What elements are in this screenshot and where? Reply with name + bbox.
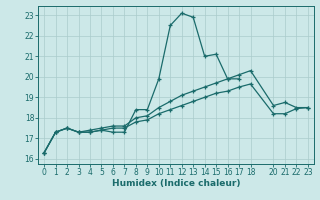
X-axis label: Humidex (Indice chaleur): Humidex (Indice chaleur) [112,179,240,188]
